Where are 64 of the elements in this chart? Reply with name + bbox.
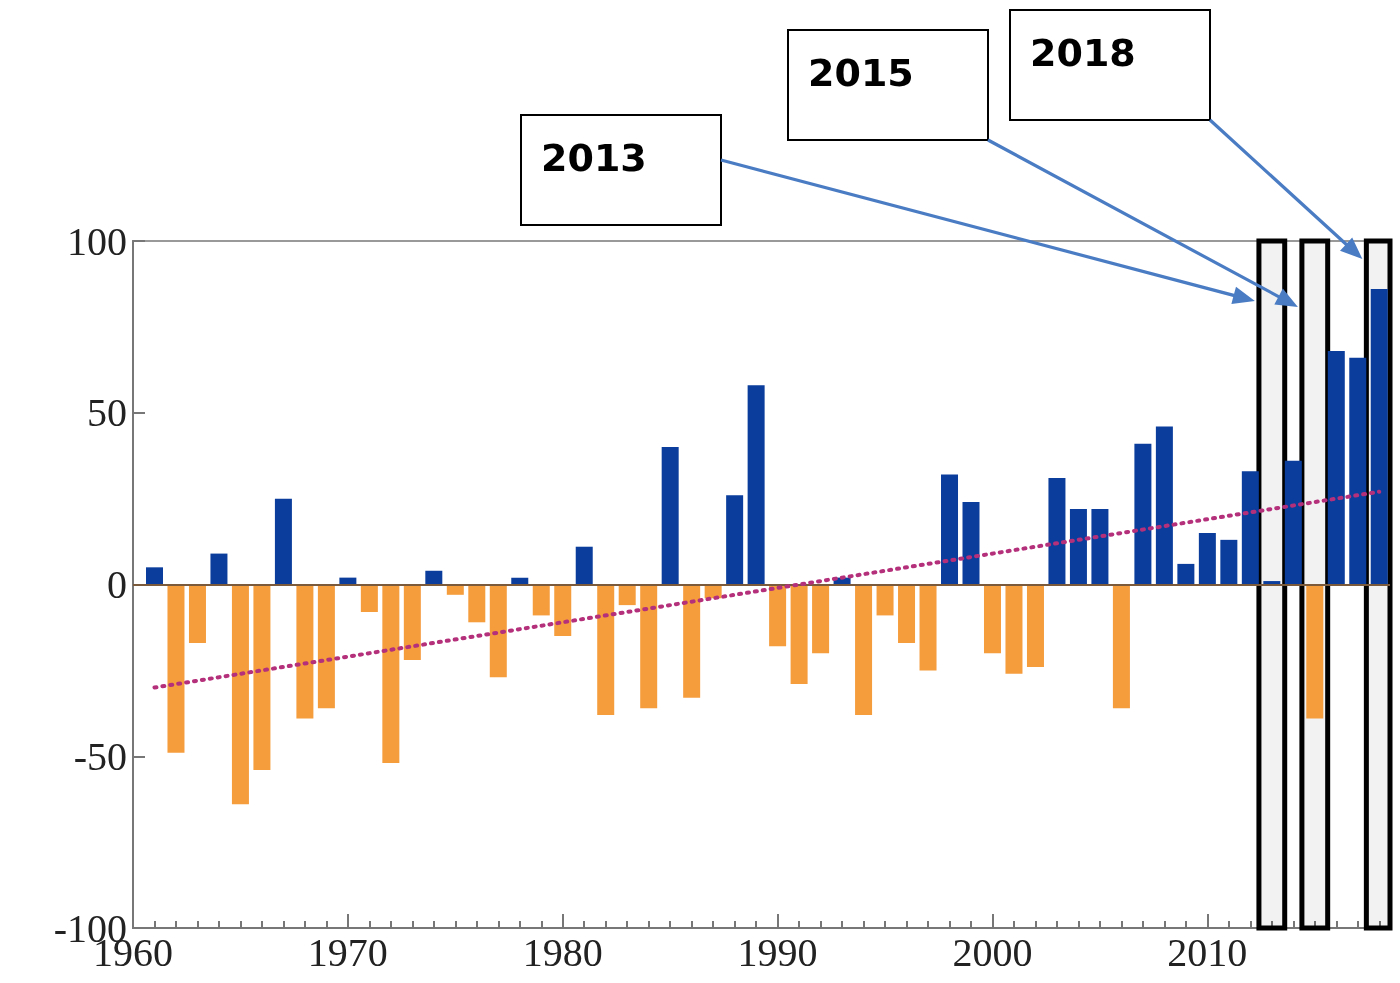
bar (425, 570, 443, 585)
bar (489, 584, 507, 678)
y-tick-label: 0 (107, 562, 127, 607)
bar (1306, 584, 1324, 719)
bar (769, 584, 787, 647)
bar (1069, 508, 1087, 585)
bar (210, 553, 228, 585)
bar (1048, 478, 1066, 585)
bar (640, 584, 658, 709)
bar (1241, 471, 1259, 585)
bar (253, 584, 271, 770)
y-tick-label: 50 (87, 390, 127, 436)
bar (188, 584, 206, 643)
text: 2015 (808, 51, 914, 95)
bar (317, 584, 335, 709)
bar (1349, 357, 1367, 585)
bar (683, 584, 701, 698)
bar (1177, 563, 1195, 585)
x-tick-label: 1990 (737, 929, 818, 975)
text: 2018 (1030, 31, 1136, 75)
bar (360, 584, 378, 612)
bar (1220, 539, 1238, 585)
bar (1370, 289, 1388, 585)
bar (1327, 350, 1345, 585)
bar (296, 584, 314, 719)
bar (941, 474, 959, 585)
bar (167, 584, 185, 753)
bar (919, 584, 937, 671)
bar (855, 584, 873, 716)
bar (575, 546, 593, 585)
bar (1112, 584, 1130, 709)
bar (597, 584, 615, 716)
bar (726, 495, 744, 585)
bar (1005, 584, 1023, 674)
bar (231, 584, 249, 805)
bar (532, 584, 550, 616)
x-tick-label: 1970 (307, 929, 388, 975)
bar (145, 567, 163, 585)
bar (898, 584, 916, 643)
bar (661, 447, 679, 585)
bar (1198, 532, 1216, 585)
x-tick-label: 2000 (952, 929, 1033, 975)
bar (1134, 443, 1152, 585)
bar (790, 584, 808, 685)
bar (554, 584, 572, 637)
y-tick-label: 100 (67, 218, 127, 264)
bar (618, 584, 636, 606)
y-tick-label: -50 (73, 733, 127, 779)
bar (274, 498, 292, 585)
bar (812, 584, 830, 654)
bar (1091, 508, 1109, 585)
bar (382, 584, 400, 764)
bar (747, 385, 765, 585)
bar (1026, 584, 1044, 667)
bar (468, 584, 486, 623)
text: 2013 (541, 136, 647, 180)
bar (1284, 460, 1302, 585)
bar (983, 584, 1001, 654)
bar (962, 502, 980, 585)
bar (876, 584, 894, 616)
x-tick-label: 2010 (1167, 929, 1248, 975)
bar (1155, 426, 1173, 585)
bar (403, 584, 421, 661)
x-tick-label: 1980 (522, 929, 603, 975)
